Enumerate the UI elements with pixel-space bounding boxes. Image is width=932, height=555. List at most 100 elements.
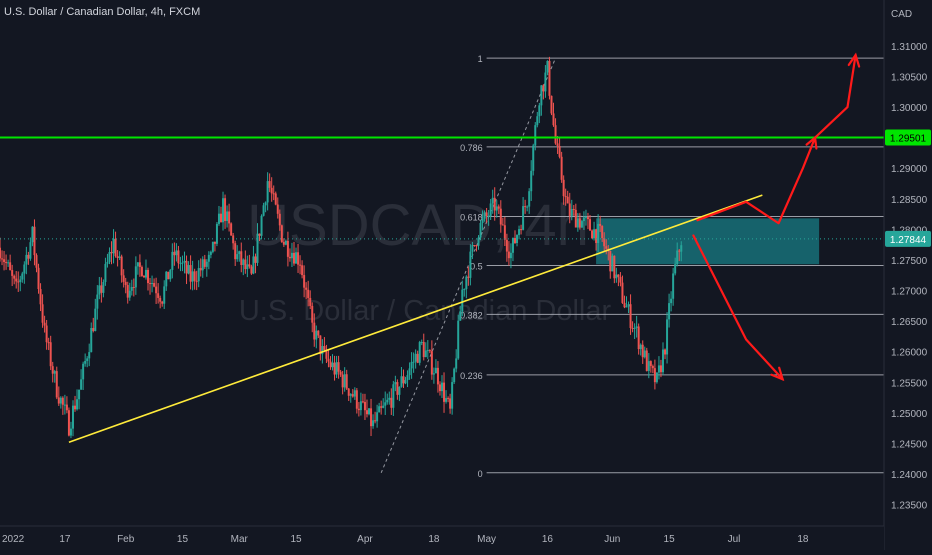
candle-body	[659, 365, 662, 373]
candle-body	[240, 251, 243, 265]
candle-body	[363, 401, 366, 411]
candle-body	[469, 251, 472, 278]
chart-title: U.S. Dollar / Canadian Dollar, 4h, FXCM	[4, 6, 200, 18]
candle-body	[226, 211, 229, 222]
candle-body	[672, 273, 675, 299]
candle-body	[102, 281, 105, 293]
candle-body	[578, 218, 581, 228]
candle-body	[171, 251, 174, 270]
candle-body	[252, 256, 255, 274]
fib-level-label: 0.5	[470, 261, 483, 271]
candle-body	[351, 394, 354, 397]
candle-body	[33, 226, 36, 256]
candle-body	[323, 346, 326, 350]
candle-body	[286, 240, 289, 257]
candle-body	[357, 408, 360, 411]
watermark-symbol: USDCAD, 4h	[247, 193, 589, 258]
candle-body	[420, 342, 423, 344]
candle-body	[207, 254, 210, 262]
candle-body	[570, 209, 573, 216]
candle-body	[511, 238, 514, 253]
candle-body	[552, 113, 555, 126]
candle-body	[39, 289, 42, 305]
candle-body	[457, 320, 460, 359]
time-tick-label: 18	[797, 534, 809, 545]
candle-body	[128, 290, 131, 298]
candle-body	[670, 298, 673, 304]
candle-body	[17, 281, 20, 283]
candle-body	[140, 266, 143, 276]
candle-body	[311, 305, 314, 323]
price-tick-label: 1.31000	[891, 42, 928, 53]
candle-body	[651, 365, 654, 369]
candle-body	[13, 275, 16, 279]
candle-body	[487, 216, 490, 218]
candle-body	[560, 156, 563, 180]
price-tick-label: 1.23500	[891, 501, 928, 512]
price-tick-label: 1.30000	[891, 103, 928, 114]
candle-body	[159, 297, 162, 302]
time-tick-label: 2022	[2, 534, 25, 545]
time-tick-label: Feb	[117, 534, 135, 545]
candle-body	[260, 215, 263, 236]
candle-body	[536, 116, 539, 126]
fib-retracement[interactable]: 1 0.786 0.618 0.5 0.382 0.236 0	[380, 54, 884, 479]
drawing-arrows[interactable]	[692, 52, 861, 382]
price-axis[interactable]: 1.310001.305001.300001.295001.290001.285…	[891, 42, 928, 512]
candle-body	[262, 205, 265, 216]
candle-body	[124, 281, 127, 286]
candle-body	[61, 397, 64, 405]
candle-body	[491, 197, 494, 204]
time-tick-label: Jun	[604, 534, 620, 545]
candle-body	[580, 221, 583, 228]
candles	[0, 56, 683, 439]
candle-body	[104, 263, 107, 282]
candle-body	[495, 206, 498, 211]
candle-body	[51, 366, 54, 374]
candle-body	[254, 256, 257, 263]
candle-body	[321, 346, 324, 355]
candle-body	[98, 285, 101, 295]
candle-body	[118, 256, 121, 258]
candle-body	[191, 271, 194, 282]
candle-body	[657, 365, 660, 373]
candle-body	[619, 276, 622, 283]
candle-body	[599, 223, 602, 226]
time-axis[interactable]: 2022 17 Feb 15 Mar 15 Apr 18 May 16 Jun 15 Jul 18	[2, 534, 809, 545]
candle-body	[475, 245, 478, 247]
candle-body	[65, 404, 68, 411]
candle-body	[637, 326, 640, 350]
candle-body	[110, 252, 113, 254]
candle-body	[376, 412, 379, 422]
drawing-lines[interactable]	[0, 136, 884, 443]
candle-body	[183, 260, 186, 263]
candle-body	[59, 397, 62, 404]
candle-body	[57, 397, 60, 404]
candle-body	[53, 371, 56, 374]
candle-body	[647, 361, 650, 371]
candle-body	[631, 328, 634, 330]
fib-diagonal-line	[380, 57, 557, 473]
candle-body	[396, 382, 399, 395]
candle-body	[177, 250, 180, 264]
candle-body	[378, 406, 381, 413]
candle-body	[15, 278, 18, 282]
candle-body	[617, 274, 620, 277]
candle-body	[31, 226, 34, 243]
candle-body	[501, 224, 504, 226]
candle-body	[465, 276, 468, 290]
price-tick-label: 1.28500	[891, 195, 928, 206]
candle-body	[355, 390, 358, 409]
candle-body	[187, 265, 190, 274]
candle-body	[126, 285, 129, 298]
candle-body	[120, 256, 123, 276]
candle-body	[90, 327, 93, 353]
price-tick-label: 1.26500	[891, 317, 928, 328]
candle-body	[205, 261, 208, 267]
candle-body	[676, 250, 679, 265]
candle-body	[157, 293, 160, 298]
candle-body	[329, 361, 332, 368]
candle-body	[341, 374, 344, 388]
